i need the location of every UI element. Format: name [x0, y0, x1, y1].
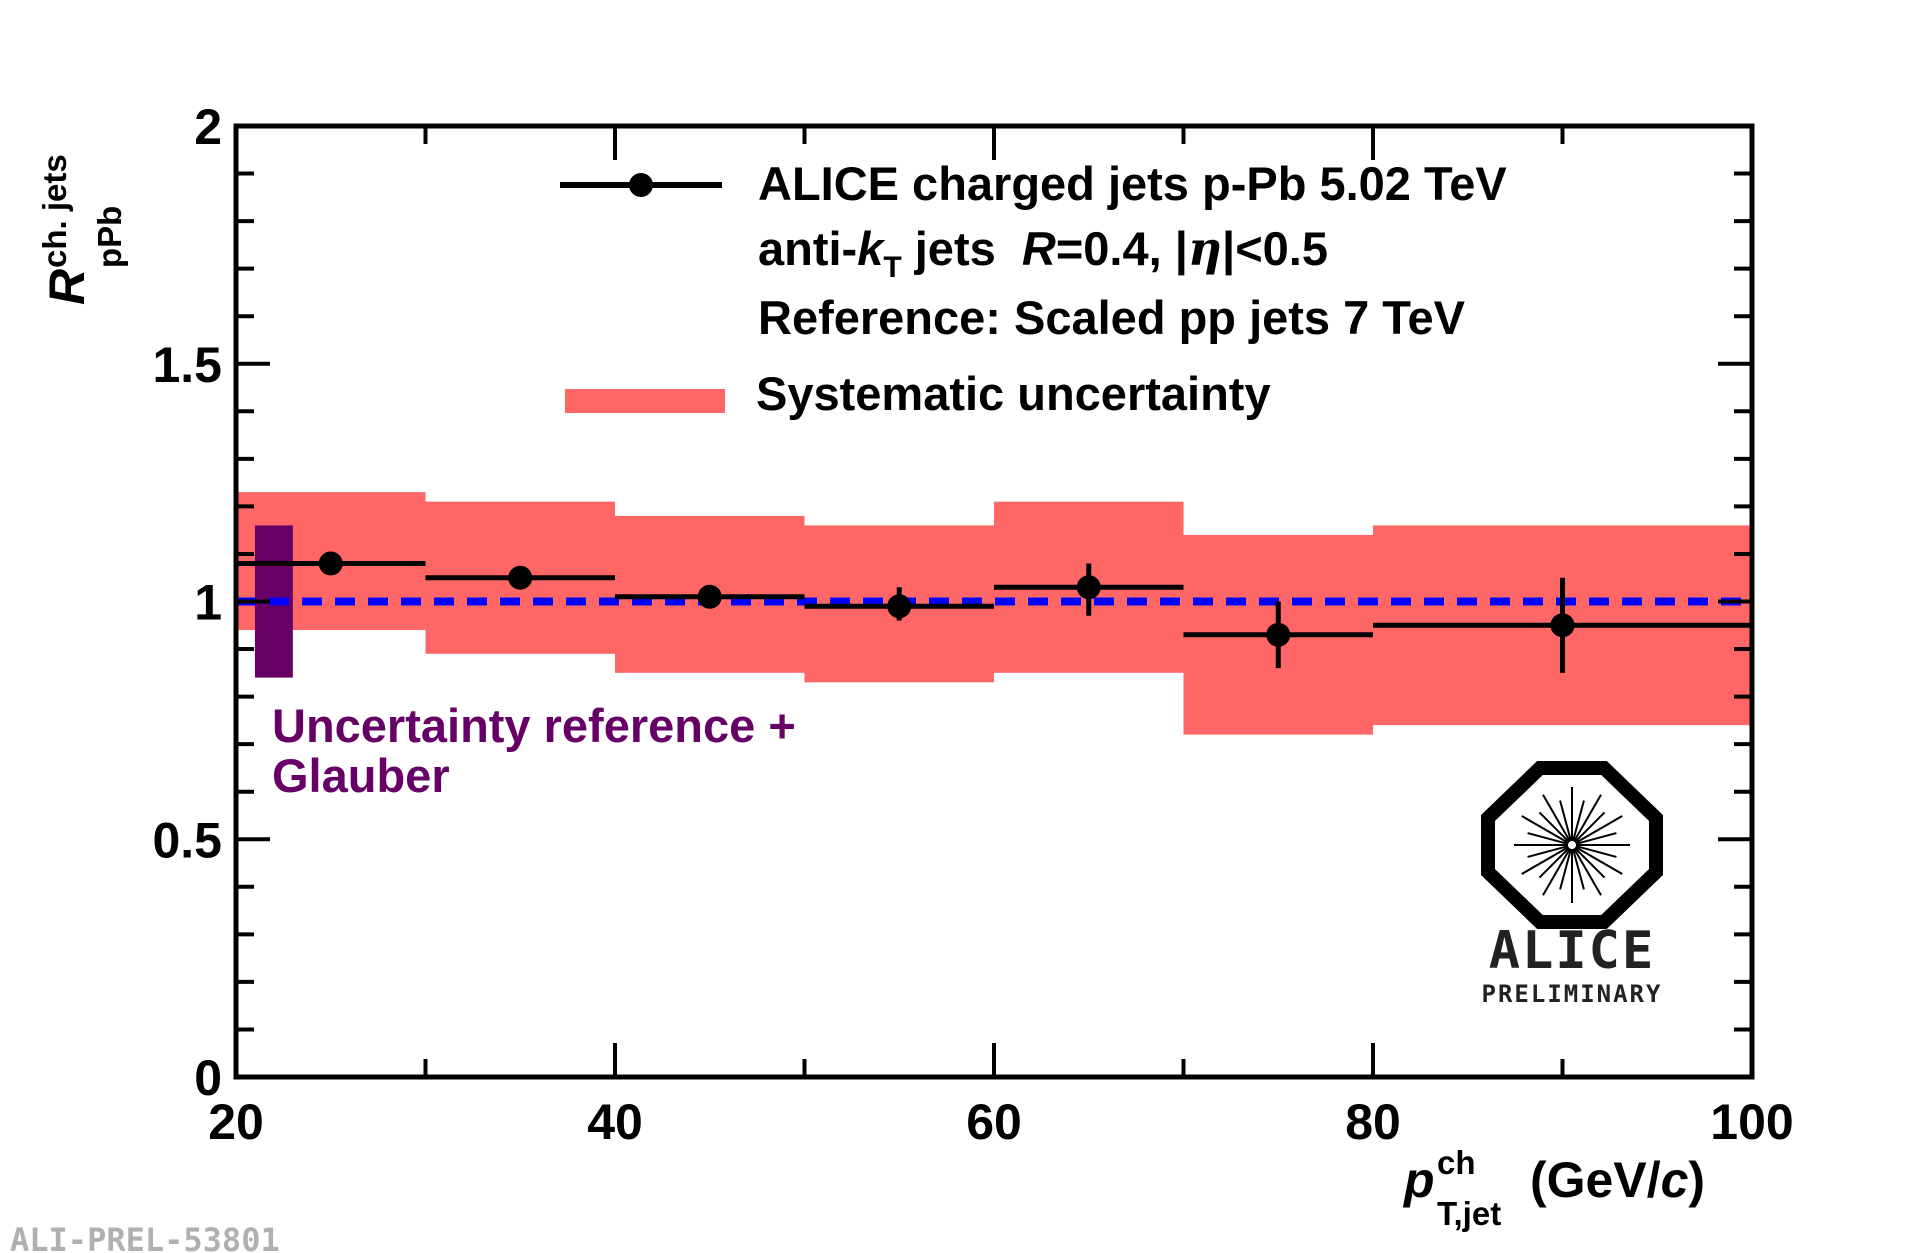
- legend-entry-data: ALICE charged jets p-Pb 5.02 TeV: [758, 157, 1507, 210]
- alice-logo-ray: [1542, 794, 1571, 843]
- x-tick-label: 100: [1710, 1094, 1793, 1150]
- x-axis-label-unit: (GeV/c): [1530, 1152, 1705, 1208]
- data-point-3: [697, 584, 722, 609]
- x-axis-label-sub: T,jet: [1437, 1195, 1501, 1232]
- y-tick-label: 0.5: [152, 812, 222, 868]
- legend: ALICE charged jets p-Pb 5.02 TeV anti-kT…: [560, 157, 1507, 420]
- legend-reference: Reference: Scaled pp jets 7 TeV: [758, 291, 1466, 344]
- y-axis-label-sub: pPb: [91, 206, 128, 268]
- alice-logo-ray: [1521, 815, 1570, 844]
- legend-entry-systematic: Systematic uncertainty: [756, 367, 1271, 420]
- data-point-7: [1550, 613, 1575, 638]
- x-axis-label: p ch T,jet (GeV/c): [1402, 1144, 1705, 1232]
- figure-id: ALI-PREL-53801: [10, 1221, 280, 1253]
- data-points: [236, 551, 1752, 673]
- alice-logo-ray: [1575, 832, 1617, 845]
- alice-logo-ray: [1559, 848, 1572, 890]
- alice-logo-ray: [1574, 846, 1623, 875]
- x-tick-label: 20: [208, 1094, 264, 1150]
- x-tick-label: 40: [587, 1094, 643, 1150]
- alice-logo-ray: [1538, 847, 1570, 879]
- alice-logo-ray: [1527, 845, 1569, 858]
- alice-logo-ray: [1572, 800, 1585, 842]
- alice-logo-ray: [1573, 847, 1602, 896]
- legend-marker-dot: [629, 173, 653, 197]
- alice-logo-ray: [1573, 794, 1602, 843]
- alice-logo-ray: [1574, 811, 1606, 843]
- y-axis-label: R: [39, 269, 95, 305]
- legend-systematic-swatch: [565, 389, 725, 413]
- data-point-5: [1076, 575, 1101, 600]
- alice-logo-ray: [1527, 832, 1569, 845]
- data-point-6: [1266, 622, 1291, 647]
- y-tick-label: 0: [194, 1050, 222, 1106]
- alice-logo-ray: [1572, 848, 1585, 890]
- alice-logo-ray: [1538, 811, 1570, 843]
- alice-logo-ray: [1521, 846, 1570, 875]
- alice-logo-octagon: [1481, 761, 1663, 929]
- x-axis-label-base: p: [1402, 1152, 1435, 1208]
- alice-logo-ray: [1574, 847, 1606, 879]
- y-axis-label-sup: ch. jets: [36, 154, 73, 268]
- alice-logo-ray: [1575, 845, 1617, 858]
- y-tick-label: 1.5: [152, 337, 222, 393]
- alice-logo-subtitle: PRELIMINARY: [1482, 980, 1663, 1008]
- legend-jet-definition: anti-kT jets R=0.4, |η|<0.5: [758, 222, 1328, 284]
- alice-logo-ray: [1574, 815, 1623, 844]
- y-tick-label: 1: [194, 575, 222, 631]
- data-point-2: [508, 565, 533, 590]
- alice-logo-ray: [1542, 847, 1571, 896]
- alice-logo: ALICE PRELIMINARY: [1481, 761, 1663, 1008]
- data-point-1: [318, 551, 343, 576]
- x-axis-label-sup: ch: [1437, 1144, 1476, 1181]
- y-tick-label: 2: [194, 99, 222, 155]
- alice-logo-starburst: [1514, 787, 1630, 903]
- tick-labels: 20 40 60 80 100 0 0.5 1 1.5 2: [152, 99, 1793, 1150]
- axis-ticks: [234, 124, 1754, 1079]
- annotation-line-2: Glauber: [272, 749, 450, 802]
- data-point-4: [887, 594, 912, 619]
- annotation-line-1: Uncertainty reference +: [272, 699, 796, 752]
- x-tick-label: 60: [966, 1094, 1022, 1150]
- alice-logo-ray: [1559, 800, 1572, 842]
- alice-logo-name: ALICE: [1489, 921, 1656, 981]
- x-tick-label: 80: [1345, 1094, 1401, 1150]
